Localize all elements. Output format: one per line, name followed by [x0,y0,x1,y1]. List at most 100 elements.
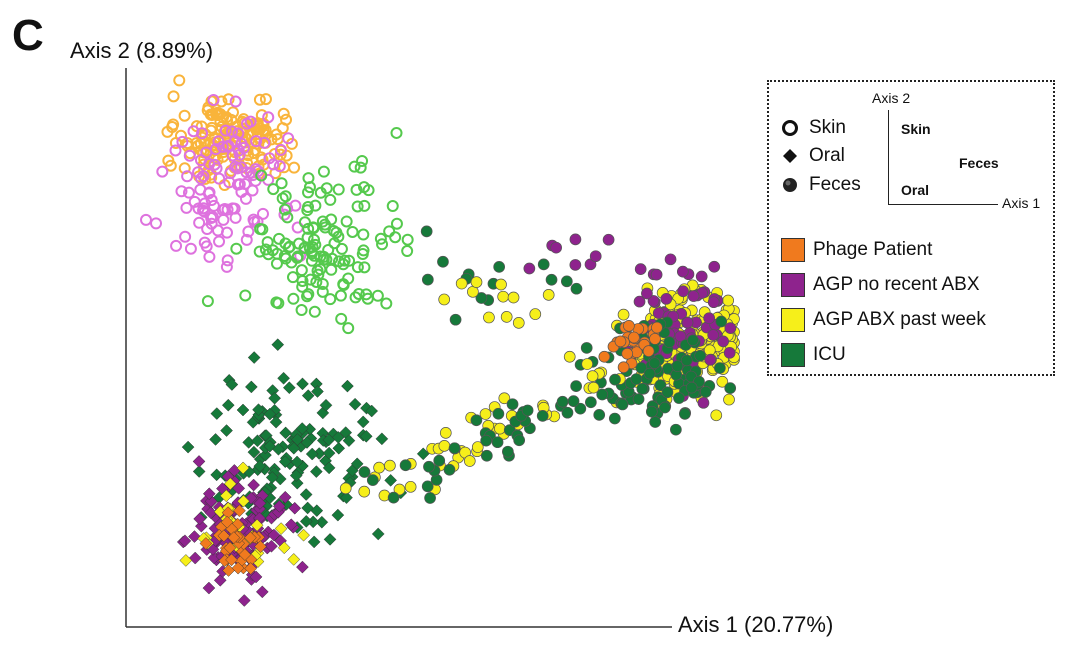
point-feces-agp-no-recent-abx [724,322,737,335]
inset-y-axis-label: Axis 2 [872,90,911,106]
point-feces-transition-agp-abx-past-week [384,459,396,472]
point-skin-agp-no-recent-abx [238,177,251,190]
point-oral-icu [247,351,261,364]
point-skin-icu [343,254,356,267]
point-oral-phage-patient [225,553,238,567]
point-oral-phage-patient [254,540,267,553]
point-feces-transition-icu [513,434,526,447]
point-feces-scattered-agp-abx-past-week [529,308,542,320]
point-oral-icu [291,433,304,446]
point-skin-agp-no-recent-abx [205,217,218,230]
point-skin-icu [278,203,291,216]
point-oral-icu [252,403,265,417]
point-feces-scattered-agp-no-recent-abx [523,262,536,275]
point-skin-agp-no-recent-abx [242,225,255,238]
point-skin-icu [401,233,414,246]
inset-label-skin: Skin [901,121,931,137]
point-skin-agp-abx-past-week [270,128,283,141]
point-skin-agp-abx-past-week [255,109,268,122]
point-oral-icu [225,378,239,391]
point-oral-agp-no-recent-abx [278,490,292,504]
point-feces-transition-agp-abx-past-week [498,392,511,405]
point-skin-icu [261,236,274,249]
point-skin-agp-no-recent-abx [220,260,233,273]
point-skin-icu [286,271,299,284]
point-feces-transition-icu [521,404,534,417]
point-skin-icu [302,288,315,301]
point-feces-transition-icu [574,402,587,415]
point-skin-icu [335,312,348,325]
point-oral-icu [271,338,285,352]
point-feces-phage-patient [651,321,663,334]
point-feces-agp-no-recent-abx [634,263,647,275]
point-feces-icu [635,362,648,374]
point-skin-agp-no-recent-abx [263,152,276,165]
point-skin-icu [279,190,292,203]
point-feces-agp-no-recent-abx [695,270,708,283]
point-skin-agp-no-recent-abx [187,125,200,138]
point-skin-icu [308,305,321,318]
point-skin-agp-abx-past-week [288,161,301,174]
point-skin-icu [317,250,330,263]
point-skin-icu [314,263,327,276]
point-oral-icu [307,535,321,549]
point-skin-icu [230,242,243,255]
point-skin-agp-no-recent-abx [217,213,230,226]
point-feces-icu [661,386,674,399]
point-skin-agp-no-recent-abx [225,125,238,138]
point-skin-icu [351,200,364,213]
point-feces-phage-patient [598,350,611,363]
point-skin-agp-no-recent-abx [262,111,275,124]
point-skin-agp-no-recent-abx [229,95,242,108]
point-oral-phage-patient [231,561,245,575]
point-skin-agp-no-recent-abx [240,166,253,179]
point-skin-agp-abx-past-week [252,137,265,150]
point-skin-icu [273,232,286,245]
point-oral-agp-no-recent-abx [188,530,201,543]
point-skin-icu [307,221,320,234]
point-skin-icu [287,292,300,305]
point-skin-icu [356,247,369,260]
point-oral-agp-no-recent-abx [284,518,298,532]
point-skin-icu [338,254,351,267]
point-oral-agp-abx-past-week [223,477,237,491]
point-feces-agp-no-recent-abx [641,287,653,300]
point-oral-agp-no-recent-abx [178,534,192,548]
point-feces-agp-no-recent-abx [707,329,720,341]
point-skin-icu [281,211,294,224]
point-skin-icu [239,289,252,302]
point-skin-agp-no-recent-abx [278,208,291,221]
point-feces-agp-no-recent-abx [676,265,689,278]
point-skin-agp-abx-past-week [226,106,239,119]
inset-x-axis-label: Axis 1 [1002,195,1041,211]
point-oral-icu [263,407,277,421]
point-feces-transition-agp-abx-past-week [581,358,594,370]
point-oral-icu [311,385,324,398]
point-skin-icu [334,289,347,302]
point-oral-icu [356,415,370,429]
legend-swatch-icu [781,343,805,367]
point-oral-icu [220,424,233,437]
point-feces-transition-icu [480,449,493,462]
point-oral-agp-abx-past-week [297,528,310,542]
point-feces-phage-patient [614,335,627,348]
point-skin-agp-no-recent-abx [179,230,192,243]
point-oral-agp-abx-past-week [236,461,250,475]
point-skin-agp-no-recent-abx [250,135,263,148]
legend-label-feces: Feces [809,174,861,195]
point-oral-icu [331,431,345,444]
point-oral-icu [268,391,281,405]
point-skin-icu [301,231,314,244]
point-oral-agp-no-recent-abx [296,560,309,574]
point-skin-icu [305,245,318,258]
point-skin-agp-abx-past-week [190,137,203,150]
point-oral-icu [340,491,353,505]
point-skin-agp-no-recent-abx [219,124,232,137]
point-oral-icu [236,403,250,417]
point-skin-agp-abx-past-week [253,93,266,106]
point-skin-agp-no-recent-abx [246,169,259,182]
point-skin-agp-abx-past-week [164,159,177,172]
point-feces-phage-patient [649,333,661,345]
point-feces-transition-agp-abx-past-week [563,350,576,363]
point-feces-transition-agp-abx-past-week [438,440,451,452]
